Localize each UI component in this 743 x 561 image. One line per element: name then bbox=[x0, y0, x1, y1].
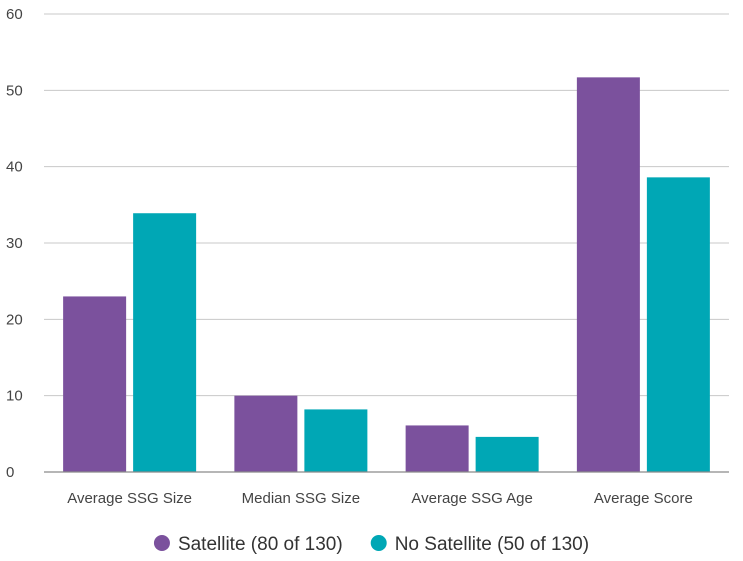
y-tick-label: 30 bbox=[6, 235, 23, 252]
bar-no-satellite bbox=[646, 177, 710, 472]
y-tick-label: 0 bbox=[6, 464, 14, 481]
bar-no-satellite bbox=[133, 213, 197, 473]
x-axis-categories: Average SSG Size Median SSG Size Average S… bbox=[67, 490, 693, 507]
y-tick-label: 50 bbox=[6, 82, 23, 99]
bars bbox=[63, 77, 710, 473]
x-category-label: Median SSG Size bbox=[242, 490, 360, 507]
bar-satellite bbox=[405, 425, 469, 472]
y-tick-label: 60 bbox=[6, 6, 23, 23]
bar-satellite bbox=[576, 77, 640, 473]
legend-label: Satellite (80 of 130) bbox=[178, 534, 343, 555]
x-category-label: Average Score bbox=[594, 490, 693, 507]
bar-satellite bbox=[63, 296, 127, 472]
bar-no-satellite bbox=[475, 436, 539, 472]
legend: Satellite (80 of 130) No Satellite (50 of… bbox=[153, 534, 589, 555]
y-tick-label: 40 bbox=[6, 159, 23, 176]
bar-no-satellite bbox=[304, 409, 368, 472]
legend-marker-satellite bbox=[153, 535, 170, 551]
y-tick-label: 20 bbox=[6, 311, 23, 328]
y-axis-ticks: 0 10 20 30 40 50 60 bbox=[6, 6, 23, 481]
y-tick-label: 10 bbox=[6, 388, 23, 405]
bar-satellite bbox=[234, 395, 298, 472]
x-category-label: Average SSG Size bbox=[67, 490, 192, 507]
legend-label: No Satellite (50 of 130) bbox=[395, 534, 589, 555]
legend-marker-no-satellite bbox=[370, 535, 387, 551]
x-category-label: Average SSG Age bbox=[411, 490, 532, 507]
